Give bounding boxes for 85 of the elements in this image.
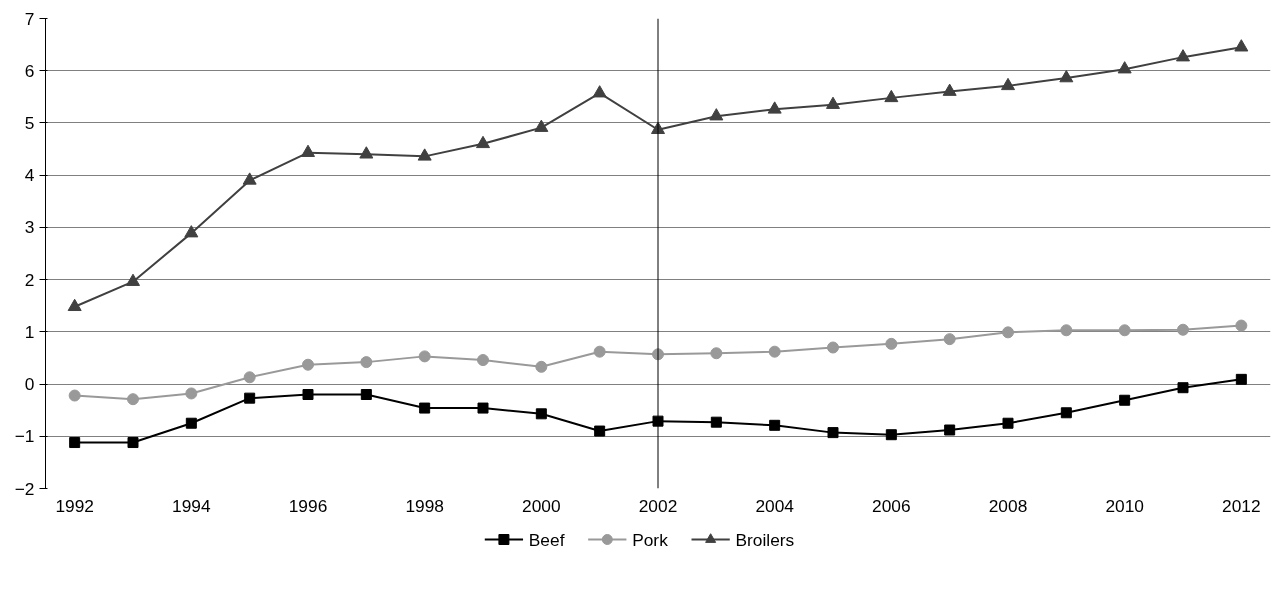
point	[710, 347, 723, 360]
y-tick-label: 5	[24, 112, 35, 133]
x-tick-label: 1994	[172, 495, 211, 516]
point	[244, 392, 256, 404]
point	[944, 424, 956, 436]
legend-label: Beef	[528, 529, 565, 550]
y-tick-label: −2	[14, 478, 35, 499]
point	[1060, 407, 1072, 419]
point	[302, 389, 314, 400]
point	[1235, 319, 1248, 332]
point	[419, 402, 431, 414]
point	[652, 415, 664, 427]
x-tick-label: 2006	[872, 495, 911, 516]
y-tick-label: 4	[24, 165, 35, 186]
legend-label: Pork	[632, 529, 669, 550]
y-tick-label: 2	[24, 269, 35, 290]
x-tick-label: 1996	[288, 495, 328, 516]
point	[417, 148, 432, 161]
point	[67, 298, 82, 312]
point	[710, 416, 722, 428]
point	[592, 85, 607, 98]
point	[126, 273, 140, 286]
point	[1177, 382, 1189, 394]
point	[360, 356, 373, 369]
point	[243, 371, 256, 384]
point	[184, 225, 199, 238]
point	[360, 389, 372, 400]
point	[535, 360, 548, 373]
point	[359, 146, 374, 159]
point	[302, 358, 314, 371]
point	[127, 437, 139, 449]
point	[534, 119, 549, 132]
point	[535, 408, 547, 420]
x-tick-label: 2002	[638, 495, 678, 516]
x-tick-label: 2000	[522, 495, 561, 516]
x-tick-label: 2004	[755, 495, 795, 516]
point	[477, 354, 489, 367]
point	[1059, 70, 1074, 83]
x-tick-label: 2012	[1222, 495, 1261, 516]
point	[1176, 49, 1190, 62]
point	[1002, 417, 1014, 429]
point	[826, 96, 840, 109]
point	[942, 83, 957, 96]
point	[185, 387, 198, 400]
x-tick-label: 1998	[405, 495, 444, 516]
point	[418, 350, 431, 363]
y-tick-label: 6	[24, 60, 35, 81]
point	[1177, 323, 1189, 336]
point	[769, 419, 781, 431]
y-tick-label: −1	[14, 426, 35, 447]
point	[1234, 39, 1249, 52]
point	[242, 172, 257, 185]
point	[301, 144, 315, 157]
point	[885, 429, 897, 441]
point	[69, 437, 81, 449]
point	[827, 427, 839, 439]
point	[943, 333, 956, 346]
point	[1002, 326, 1014, 339]
y-tick-label: 1	[24, 321, 35, 342]
point	[1117, 61, 1132, 74]
y-tick-label: 3	[24, 217, 35, 238]
point	[1118, 324, 1131, 337]
point	[68, 389, 81, 402]
point	[767, 101, 782, 114]
x-tick-label: 2010	[1105, 495, 1144, 516]
point	[594, 425, 606, 437]
point	[827, 341, 839, 354]
point	[1235, 373, 1247, 385]
x-tick-label: 2008	[988, 495, 1028, 516]
point	[593, 345, 606, 358]
x-tick-label: 1992	[55, 495, 94, 516]
point	[885, 337, 898, 350]
point	[476, 135, 490, 149]
point	[709, 108, 724, 121]
y-tick-label: 7	[24, 8, 35, 29]
point	[185, 417, 197, 429]
point	[768, 345, 781, 358]
point	[884, 89, 899, 103]
point	[1060, 324, 1073, 337]
point	[1001, 77, 1015, 91]
point	[477, 402, 489, 414]
legend-label: Broilers	[735, 529, 795, 550]
point	[1119, 394, 1131, 406]
y-tick-label: 0	[24, 374, 35, 395]
point	[127, 393, 139, 406]
